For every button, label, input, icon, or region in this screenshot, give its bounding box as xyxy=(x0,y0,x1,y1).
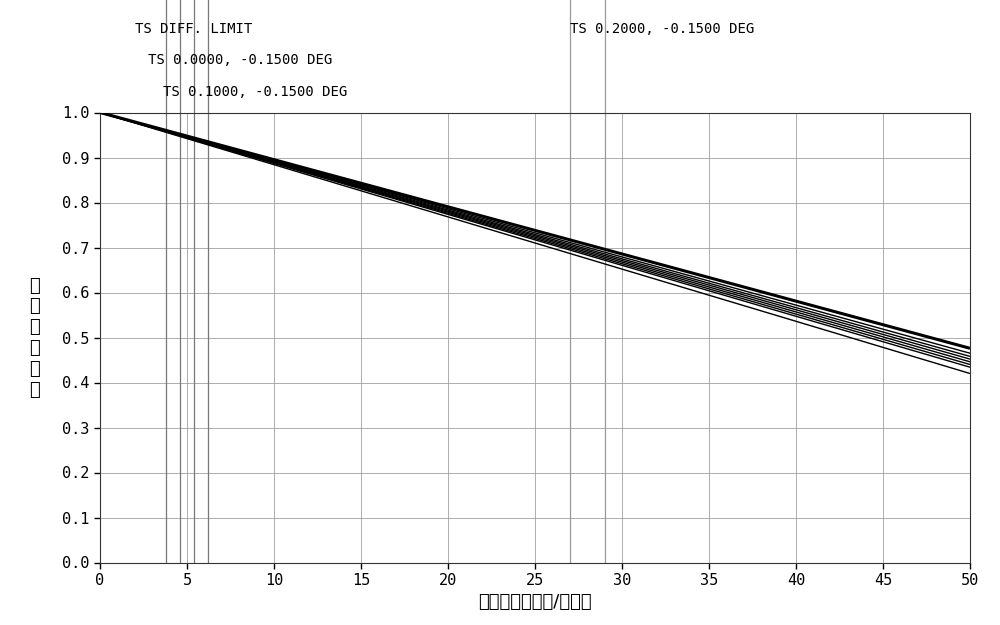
Text: TS 0.1000, -0.1500 DEG: TS 0.1000, -0.1500 DEG xyxy=(163,85,347,99)
X-axis label: 空间频率（对线/毫米）: 空间频率（对线/毫米） xyxy=(478,594,592,611)
Text: TS DIFF. LIMIT: TS DIFF. LIMIT xyxy=(135,22,252,36)
Text: TS 0.2000, -0.1500 DEG: TS 0.2000, -0.1500 DEG xyxy=(570,22,754,36)
Text: TS 0.0000, -0.1500 DEG: TS 0.0000, -0.1500 DEG xyxy=(148,54,332,68)
Y-axis label: 光
学
传
递
函
数: 光 学 传 递 函 数 xyxy=(29,276,40,399)
